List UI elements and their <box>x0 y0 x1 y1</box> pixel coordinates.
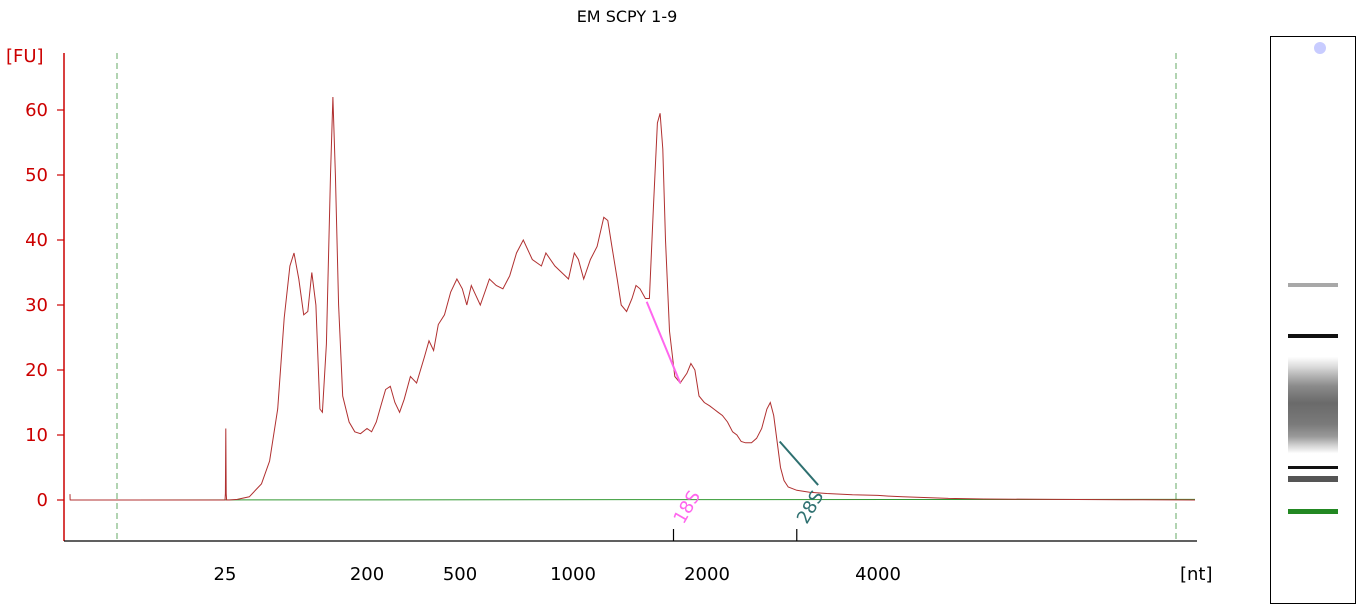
y-tick-label: 10 <box>25 425 48 446</box>
x-tick-label: 4000 <box>855 564 901 585</box>
y-ticks: 0 10 20 30 40 50 60 <box>25 100 64 511</box>
x-tick-label: 1000 <box>550 564 596 585</box>
x-tick-label: 500 <box>443 564 477 585</box>
x-axis-label: [nt] <box>1180 564 1213 585</box>
18s-peak-baseline <box>645 301 682 384</box>
chart-title: EM SCPY 1-9 <box>577 7 678 26</box>
gel-lower-marker-band <box>1288 509 1338 514</box>
y-tick-label: 0 <box>37 490 48 511</box>
y-tick-label: 60 <box>25 100 48 121</box>
gel-lane <box>1288 277 1338 487</box>
x-ticks: 25 200 500 1000 2000 4000 <box>214 564 901 585</box>
x-tick-label: 200 <box>350 564 384 585</box>
gel-band-18s <box>1288 466 1338 469</box>
gel-band-28s <box>1288 334 1338 338</box>
gel-lane-image <box>1270 36 1356 604</box>
18s-marker-label: 18S <box>670 487 705 527</box>
y-axis-label: [FU] <box>6 46 44 67</box>
gel-well-dot <box>1314 42 1326 54</box>
x-tick-label: 25 <box>214 564 237 585</box>
gel-band-lower <box>1288 476 1338 482</box>
y-tick-label: 20 <box>25 360 48 381</box>
28s-peak-baseline <box>778 440 819 486</box>
y-tick-label: 40 <box>25 230 48 251</box>
x-tick-label: 2000 <box>684 564 730 585</box>
series-trace-line <box>69 96 1196 501</box>
y-tick-label: 50 <box>25 165 48 186</box>
electropherogram-chart: EM SCPY 1-9 [FU] [nt] 0 10 20 30 40 50 60 25 20… <box>6 7 1213 585</box>
gel-band-upper-faint <box>1288 283 1338 287</box>
y-tick-label: 30 <box>25 295 48 316</box>
